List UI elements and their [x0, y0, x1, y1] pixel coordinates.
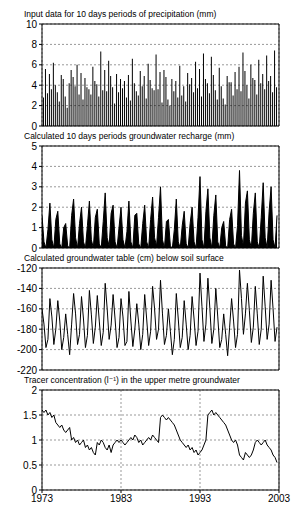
- svg-text:-220: -220: [17, 365, 37, 374]
- html-text:Calculated 10 days periods gro: Calculated 10 days periods groundwater r…: [24, 131, 235, 141]
- svg-text:0: 0: [31, 243, 37, 252]
- svg-text:10: 10: [26, 20, 38, 30]
- html-text:Calculated groundwater table (: Calculated groundwater table (cm) below …: [24, 253, 224, 263]
- svg-text:2: 2: [31, 386, 37, 396]
- svg-text:1993: 1993: [189, 493, 212, 504]
- html-text:Input data for 10 days periods: Input data for 10 days periods of precip…: [24, 9, 217, 19]
- svg-text:2: 2: [31, 202, 37, 213]
- html-text:Tracer concentration (l⁻¹) in: Tracer concentration (l⁻¹) in the upper …: [24, 375, 240, 385]
- svg-text:1983: 1983: [110, 493, 133, 504]
- svg-text:1973: 1973: [30, 493, 54, 505]
- svg-text:2003: 2003: [268, 493, 291, 504]
- svg-text:-200: -200: [17, 344, 37, 355]
- svg-text:-180: -180: [17, 324, 37, 335]
- svg-text:-160: -160: [17, 303, 37, 314]
- svg-text:1: 1: [31, 435, 37, 446]
- svg-text:1.5: 1.5: [23, 410, 37, 421]
- svg-text:2: 2: [31, 100, 37, 111]
- svg-text:1: 1: [31, 222, 37, 233]
- svg-text:5: 5: [31, 142, 37, 152]
- svg-text:-140: -140: [17, 283, 37, 294]
- svg-text:4: 4: [31, 80, 37, 91]
- svg-text:0: 0: [31, 485, 37, 496]
- svg-text:8: 8: [31, 39, 37, 50]
- svg-text:-120: -120: [17, 264, 37, 274]
- svg-text:6: 6: [31, 59, 37, 70]
- svg-text:0: 0: [31, 121, 37, 130]
- svg-text:3: 3: [31, 181, 37, 192]
- svg-text:0.5: 0.5: [23, 460, 37, 471]
- svg-text:4: 4: [31, 161, 37, 172]
